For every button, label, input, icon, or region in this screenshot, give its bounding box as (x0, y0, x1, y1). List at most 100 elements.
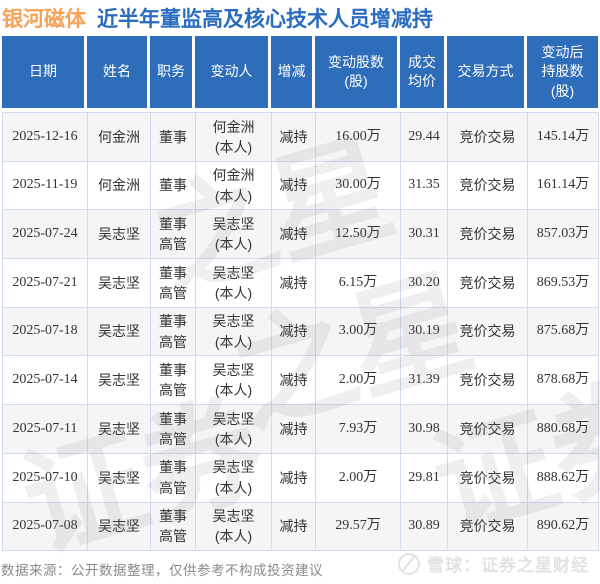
col-header-name: 姓名 (87, 36, 147, 108)
cell-avg-price: 30.98 (400, 404, 448, 454)
data-source-note: 数据来源：公开数据整理，仅供参考不构成投资建议 (1, 563, 323, 578)
cell-name: 吴志坚 (87, 452, 151, 503)
cell-name: 吴志坚 (87, 258, 151, 308)
cell-changer: 吴志坚 (本人) (195, 355, 272, 406)
cell-avg-price: 31.35 (400, 160, 448, 211)
cell-avg-price: 30.19 (400, 306, 448, 357)
cell-direction: 减持 (271, 112, 316, 162)
holdings-change-table: 2025-12-16 何金洲 董事 何金洲 (本人) 减持 16.00万 29.… (2, 112, 599, 552)
cell-trade-method: 竞价交易 (447, 501, 528, 552)
cell-trade-method: 竞价交易 (447, 160, 528, 211)
table-row: 2025-07-11 吴志坚 董事 高管 吴志坚 (本人) 减持 7.93万 3… (2, 404, 599, 454)
table-row: 2025-07-10 吴志坚 董事 高管 吴志坚 (本人) 减持 2.00万 2… (2, 452, 599, 503)
cell-changer: 吴志坚 (本人) (195, 209, 272, 260)
cell-shares-after: 878.68万 (527, 355, 599, 406)
cell-name: 何金洲 (87, 112, 151, 162)
cell-shares-after: 869.53万 (527, 258, 599, 308)
cell-shares-changed: 12.50万 (315, 209, 401, 260)
stock-name: 银河磁体 (2, 8, 86, 31)
cell-position: 董事 高管 (150, 306, 196, 357)
table-row: 2025-11-19 何金洲 董事 何金洲 (本人) 减持 30.00万 31.… (2, 160, 599, 211)
cell-name: 吴志坚 (87, 501, 151, 552)
cell-shares-changed: 2.00万 (315, 355, 401, 406)
cell-direction: 减持 (271, 306, 316, 357)
cell-shares-changed: 2.00万 (315, 452, 401, 503)
cell-avg-price: 30.20 (400, 258, 448, 308)
brand-watermark-label: 雪球：证券之星财经 (427, 556, 589, 575)
cell-date: 2025-07-21 (2, 258, 88, 308)
cell-trade-method: 竞价交易 (447, 258, 528, 308)
cell-changer: 何金洲 (本人) (195, 160, 272, 211)
col-header-trade-method: 交易方式 (447, 36, 524, 108)
cell-position: 董事 (150, 112, 196, 162)
cell-trade-method: 竞价交易 (447, 355, 528, 406)
cell-shares-after: 875.68万 (527, 306, 599, 357)
col-header-shares-after: 变动后 持股数 (股) (527, 36, 598, 108)
cell-trade-method: 竞价交易 (447, 452, 528, 503)
brand-watermark: 雪球：证券之星财经 (398, 551, 589, 576)
cell-direction: 减持 (271, 404, 316, 454)
col-header-changer: 变动人 (195, 36, 268, 108)
cell-name: 吴志坚 (87, 404, 151, 454)
cell-position: 董事 (150, 160, 196, 211)
cell-direction: 减持 (271, 209, 316, 260)
table-row: 2025-07-18 吴志坚 董事 高管 吴志坚 (本人) 减持 3.00万 3… (2, 306, 599, 357)
cell-direction: 减持 (271, 501, 316, 552)
cell-direction: 减持 (271, 160, 316, 211)
cell-position: 董事 高管 (150, 404, 196, 454)
cell-shares-after: 888.62万 (527, 452, 599, 503)
cell-direction: 减持 (271, 452, 316, 503)
cell-trade-method: 竞价交易 (447, 209, 528, 260)
cell-trade-method: 竞价交易 (447, 306, 528, 357)
cell-name: 吴志坚 (87, 209, 151, 260)
cell-trade-method: 竞价交易 (447, 112, 528, 162)
cell-name: 吴志坚 (87, 355, 151, 406)
cell-shares-changed: 7.93万 (315, 404, 401, 454)
cell-avg-price: 29.44 (400, 112, 448, 162)
table-row: 2025-07-21 吴志坚 董事 高管 吴志坚 (本人) 减持 6.15万 3… (2, 258, 599, 308)
cell-shares-after: 161.14万 (527, 160, 599, 211)
cell-changer: 何金洲 (本人) (195, 112, 272, 162)
cell-shares-after: 880.68万 (527, 404, 599, 454)
col-header-shares-changed: 变动股数 (股) (315, 36, 397, 108)
cell-direction: 减持 (271, 355, 316, 406)
cell-avg-price: 31.39 (400, 355, 448, 406)
cell-date: 2025-12-16 (2, 112, 88, 162)
cell-trade-method: 竞价交易 (447, 404, 528, 454)
cell-position: 董事 高管 (150, 501, 196, 552)
cell-changer: 吴志坚 (本人) (195, 404, 272, 454)
cell-avg-price: 29.81 (400, 452, 448, 503)
cell-name: 何金洲 (87, 160, 151, 211)
cell-direction: 减持 (271, 258, 316, 308)
table-row: 2025-07-08 吴志坚 董事 高管 吴志坚 (本人) 减持 29.57万 … (2, 501, 599, 552)
cell-date: 2025-07-11 (2, 404, 88, 454)
table-row: 2025-07-14 吴志坚 董事 高管 吴志坚 (本人) 减持 2.00万 3… (2, 355, 599, 406)
cell-shares-changed: 30.00万 (315, 160, 401, 211)
cell-changer: 吴志坚 (本人) (195, 452, 272, 503)
page-subtitle: 近半年董监高及核心技术人员增减持 (97, 8, 433, 31)
table-row: 2025-07-24 吴志坚 董事 高管 吴志坚 (本人) 减持 12.50万 … (2, 209, 599, 260)
cell-shares-changed: 3.00万 (315, 306, 401, 357)
cell-shares-after: 145.14万 (527, 112, 599, 162)
page-title: 银河磁体 近半年董监高及核心技术人员增减持 (2, 3, 433, 33)
cell-position: 董事 高管 (150, 355, 196, 406)
cell-shares-after: 890.62万 (527, 501, 599, 552)
cell-avg-price: 30.89 (400, 501, 448, 552)
cell-date: 2025-07-08 (2, 501, 88, 552)
cell-position: 董事 高管 (150, 452, 196, 503)
col-header-date: 日期 (2, 36, 84, 108)
cell-name: 吴志坚 (87, 306, 151, 357)
cell-changer: 吴志坚 (本人) (195, 306, 272, 357)
col-header-direction: 增减 (271, 36, 312, 108)
cell-date: 2025-11-19 (2, 160, 88, 211)
cell-date: 2025-07-18 (2, 306, 88, 357)
cell-date: 2025-07-10 (2, 452, 88, 503)
table-header-row: 日期 姓名 职务 变动人 增减 变动股数 (股) 成交 均价 交易方式 变动后 持股数 (股) (2, 36, 598, 108)
cell-shares-changed: 16.00万 (315, 112, 401, 162)
cell-changer: 吴志坚 (本人) (195, 501, 272, 552)
cell-avg-price: 30.31 (400, 209, 448, 260)
cell-date: 2025-07-14 (2, 355, 88, 406)
cell-shares-changed: 29.57万 (315, 501, 401, 552)
table-body: 2025-12-16 何金洲 董事 何金洲 (本人) 减持 16.00万 29.… (2, 112, 599, 552)
table-row: 2025-12-16 何金洲 董事 何金洲 (本人) 减持 16.00万 29.… (2, 112, 599, 162)
